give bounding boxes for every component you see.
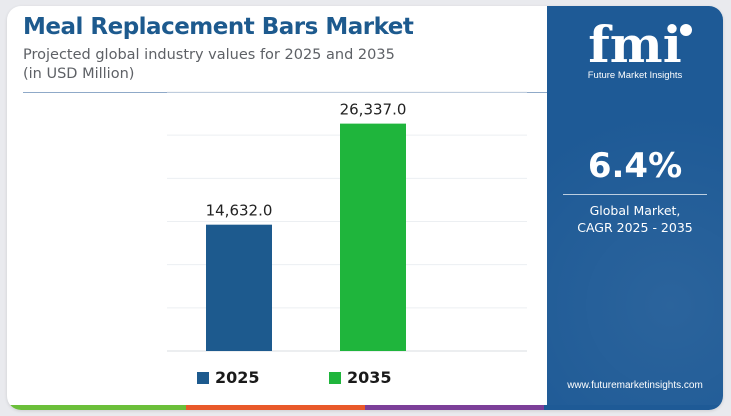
chart-card: Meal Replacement Bars Market Projected g…	[7, 6, 723, 410]
website-link[interactable]: www.futuremarketinsights.com	[567, 380, 703, 391]
strip-segment	[7, 405, 186, 410]
logo-text: fmi	[588, 20, 681, 70]
strip-segment	[544, 405, 723, 410]
fmi-logo: fmi	[588, 20, 692, 70]
data-label-2035: 26,337.0	[340, 101, 407, 119]
data-label-2025: 14,632.0	[206, 202, 273, 220]
unit-line: (in USD Million)	[23, 66, 135, 82]
bar-chart: 14,632.0 26,337.0	[167, 91, 527, 352]
strip-segment	[186, 405, 365, 410]
bar-2025	[206, 224, 272, 351]
subtitle-line: Projected global industry values for 202…	[23, 47, 395, 63]
legend-label-2035: 2035	[347, 368, 392, 387]
legend-swatch-2025	[197, 371, 209, 384]
logo-subtitle: Future Market Insights	[587, 70, 683, 81]
legend-item-2035: 2035	[329, 368, 392, 387]
cagr-label: Global Market, CAGR 2025 - 2035	[547, 202, 723, 236]
strip-segment	[365, 405, 544, 410]
sidebar-divider	[563, 194, 707, 195]
cagr-label-line1: Global Market,	[589, 203, 681, 218]
chart-subtitle: Projected global industry values for 202…	[23, 46, 423, 84]
bar-2035	[340, 123, 406, 351]
chart-title: Meal Replacement Bars Market	[23, 14, 414, 40]
cagr-value: 6.4%	[587, 146, 683, 186]
legend-item-2025: 2025	[197, 368, 260, 387]
cagr-sidebar: fmi Future Market Insights 6.4% Global M…	[547, 6, 723, 405]
legend-swatch-2035	[329, 371, 341, 384]
bottom-color-strip	[7, 405, 723, 410]
cagr-label-line2: CAGR 2025 - 2035	[577, 220, 693, 235]
legend-label-2025: 2025	[215, 368, 260, 387]
